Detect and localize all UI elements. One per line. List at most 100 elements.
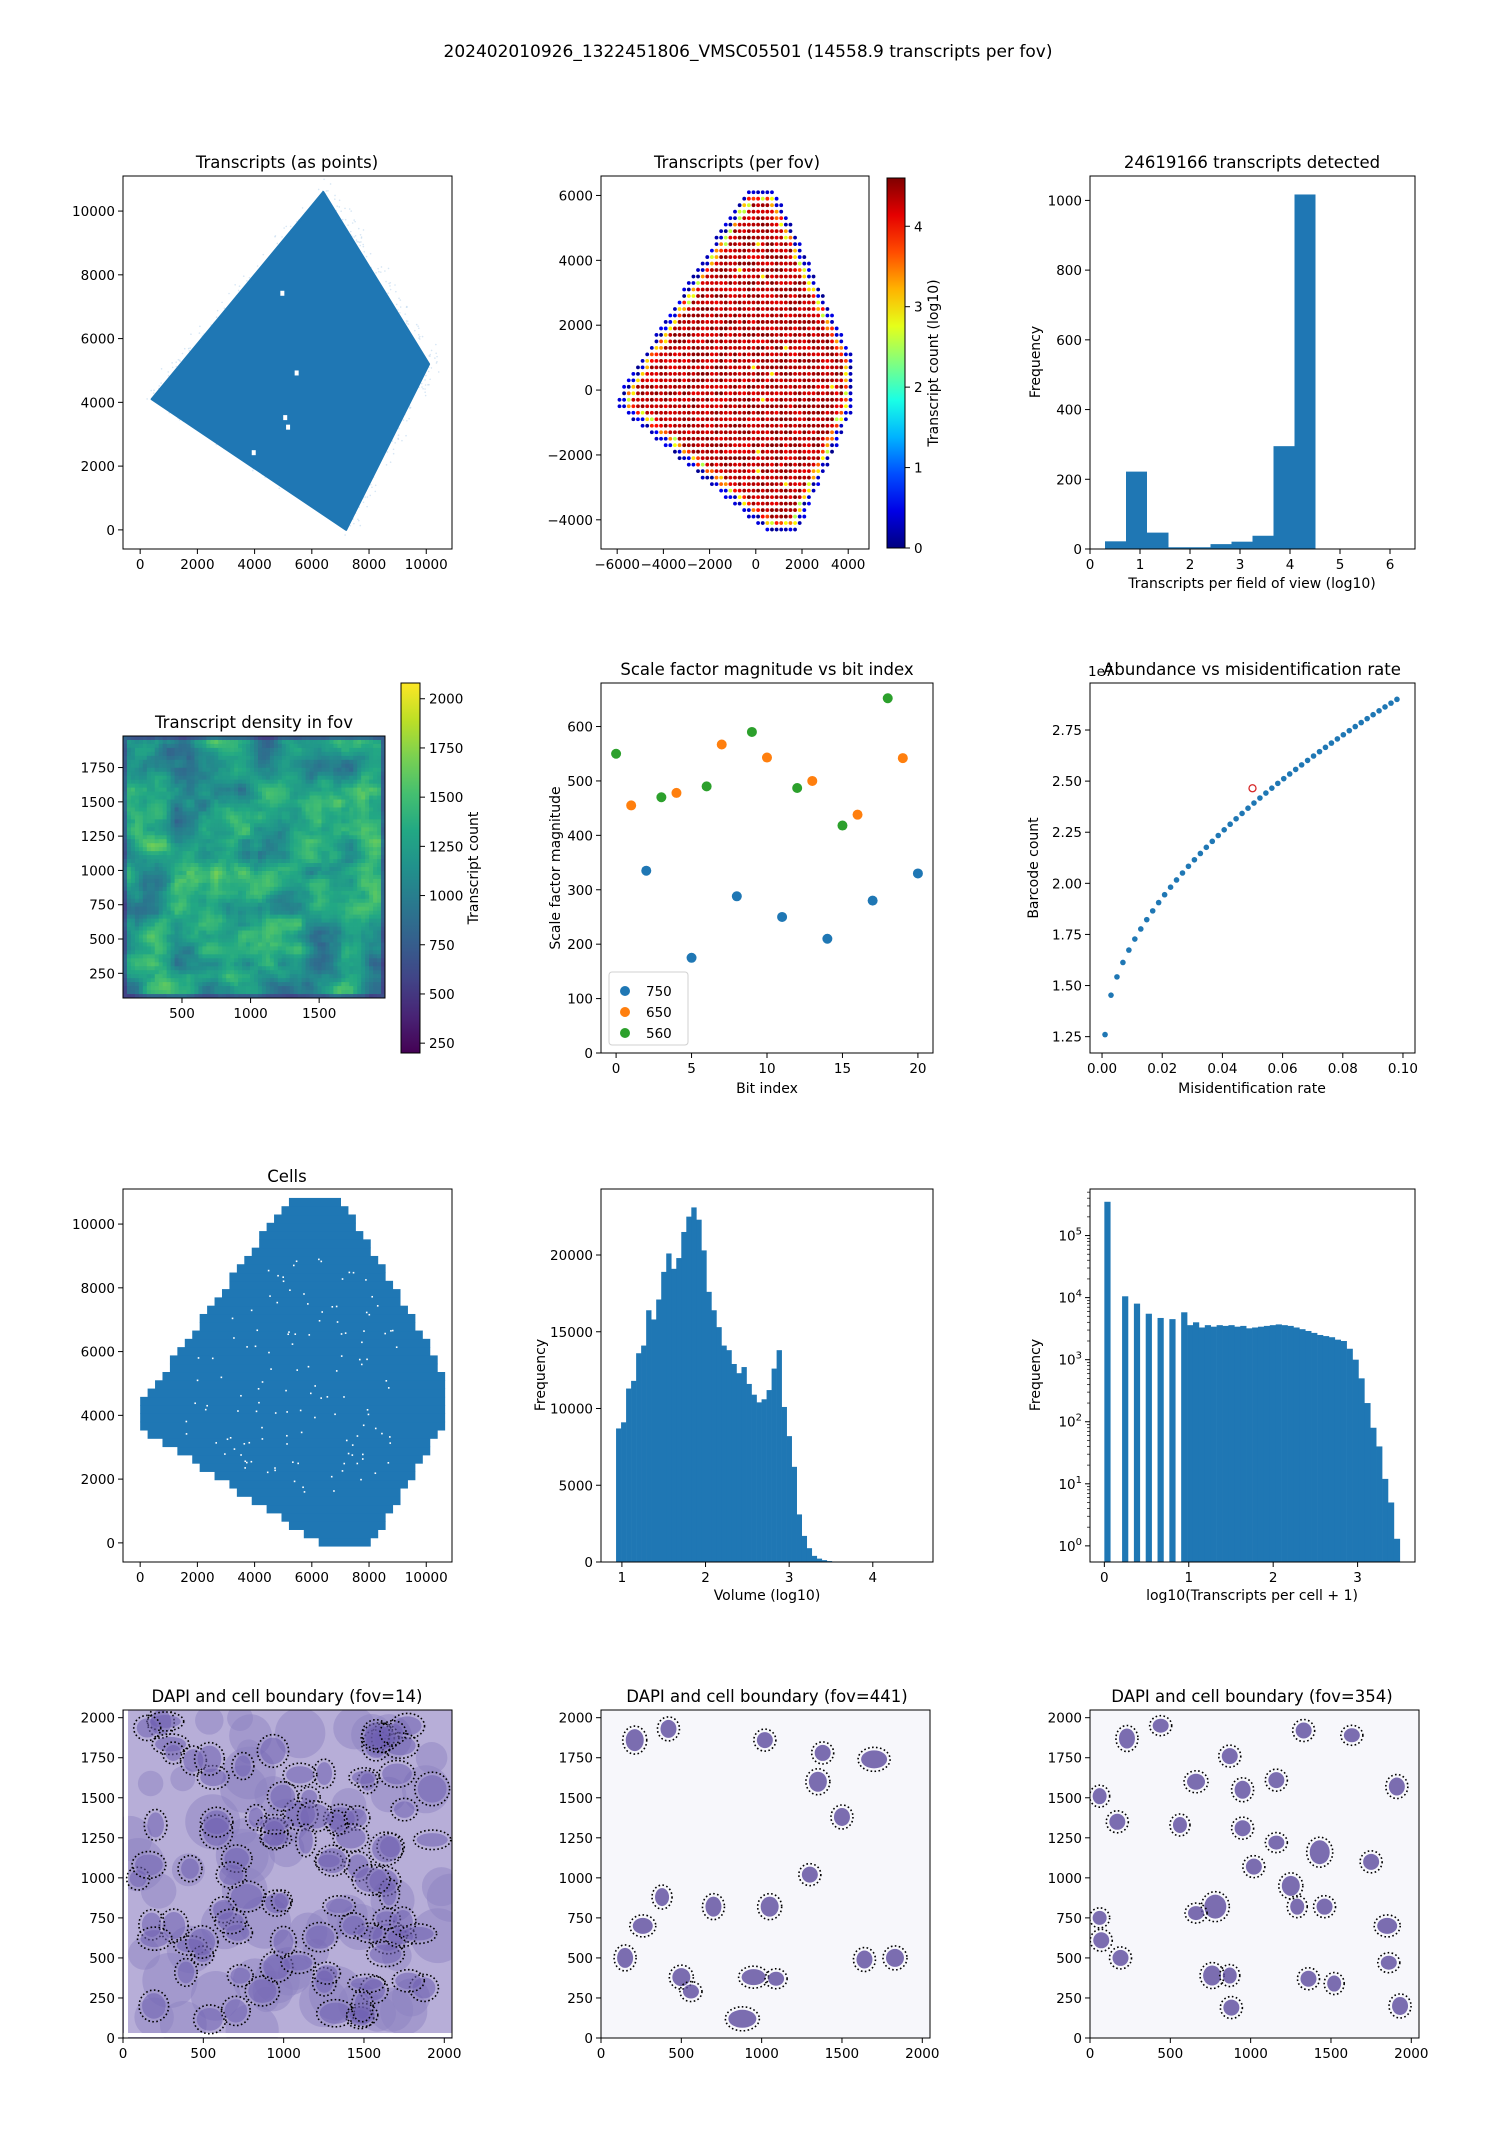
- fov-point: [765, 346, 770, 350]
- heatmap-cell: [150, 835, 156, 840]
- heatmap-cell: [198, 982, 203, 987]
- heatmap-cell: [226, 926, 231, 931]
- halo-point: [150, 389, 152, 392]
- heatmap-cell: [210, 934, 215, 939]
- heatmap-cell: [273, 962, 279, 967]
- heatmap-cell: [182, 878, 187, 884]
- heatmap-cell: [170, 970, 176, 975]
- heatmap-cell: [202, 795, 207, 800]
- heatmap-cell: [242, 990, 247, 995]
- heatmap-cell: [230, 755, 235, 761]
- fov-point: [807, 281, 811, 285]
- heatmap-cell: [194, 990, 199, 995]
- heatmap-cell: [250, 946, 255, 951]
- heatmap-cell: [138, 799, 144, 804]
- heatmap-cell: [285, 827, 291, 832]
- heatmap-cell: [230, 739, 235, 745]
- heatmap-cell: [150, 807, 156, 812]
- halo-point: [427, 370, 430, 373]
- fov-point: [770, 469, 774, 474]
- halo-point: [281, 236, 283, 238]
- fov-point: [756, 346, 761, 350]
- fov-point: [746, 313, 751, 318]
- fov-point: [719, 365, 724, 370]
- fov-point: [751, 326, 756, 331]
- fov-point: [719, 404, 724, 409]
- fov-point: [673, 443, 677, 448]
- heatmap-cell: [178, 783, 183, 789]
- heatmap-cell: [238, 751, 243, 757]
- heatmap-cell: [126, 739, 132, 745]
- fov-point: [723, 307, 728, 311]
- fov-point: [737, 268, 742, 272]
- heatmap-cell: [130, 799, 136, 804]
- fov-point: [696, 333, 700, 337]
- fov-point: [797, 339, 802, 344]
- fov-point: [770, 346, 774, 350]
- fov-point: [746, 410, 751, 415]
- heatmap-cell: [162, 755, 168, 761]
- heatmap-cell: [250, 763, 255, 769]
- heatmap-cell: [134, 870, 140, 876]
- heatmap-cell: [254, 743, 259, 749]
- heatmap-cell: [273, 994, 279, 998]
- heatmap-cell: [269, 763, 275, 769]
- fov-point: [733, 365, 737, 370]
- fov-point: [742, 274, 747, 279]
- fov-point: [770, 294, 774, 298]
- halo-point: [357, 518, 359, 521]
- fov-point: [737, 248, 742, 253]
- heatmap-cell: [214, 974, 219, 979]
- heatmap-cell: [285, 851, 291, 856]
- fov-point: [696, 462, 700, 467]
- heatmap-cell: [261, 986, 267, 991]
- axes-frame: [600, 175, 870, 550]
- heatmap-cell: [254, 767, 259, 773]
- heatmap-cell: [206, 775, 211, 781]
- heatmap-cell: [198, 902, 203, 908]
- fov-point: [709, 443, 714, 448]
- fov-point: [807, 365, 811, 370]
- fov-point: [659, 410, 663, 415]
- halo-point: [397, 437, 399, 440]
- heatmap-cell: [174, 906, 179, 912]
- fov-point: [691, 352, 696, 357]
- fov-point: [696, 443, 700, 448]
- heatmap-cell: [238, 775, 243, 781]
- heatmap-cell: [234, 950, 239, 955]
- heatmap-cell: [202, 839, 207, 844]
- fov-point: [677, 307, 682, 311]
- fov-point: [677, 326, 682, 331]
- fov-point: [737, 397, 742, 402]
- heatmap-cell: [182, 926, 187, 931]
- heatmap-cell: [234, 739, 239, 745]
- fov-point: [802, 358, 807, 363]
- heatmap-cell: [123, 839, 128, 844]
- heatmap-cell: [158, 970, 164, 975]
- fov-point: [631, 384, 636, 389]
- heatmap-cell: [269, 807, 275, 812]
- heatmap-cell: [194, 994, 199, 998]
- fov-point: [770, 287, 774, 292]
- heatmap-cell: [281, 803, 287, 808]
- heatmap-cell: [158, 938, 164, 943]
- heatmap-cell: [138, 930, 144, 935]
- fov-point: [709, 365, 714, 370]
- heatmap-cell: [142, 767, 148, 773]
- heatmap-cell: [166, 807, 172, 812]
- fov-point: [807, 378, 811, 383]
- heatmap-cell: [242, 958, 247, 963]
- heatmap-cell: [214, 767, 219, 773]
- fov-point: [760, 514, 765, 519]
- fov-point: [816, 410, 821, 415]
- heatmap-cell: [269, 831, 275, 836]
- heatmap-cell: [186, 867, 191, 872]
- heatmap-cell: [170, 787, 176, 792]
- heatmap-cell: [130, 867, 136, 872]
- fov-point: [802, 508, 807, 512]
- fov-point: [737, 365, 742, 370]
- heatmap-cell: [265, 736, 271, 741]
- heatmap-cell: [130, 870, 136, 876]
- fov-point: [756, 462, 761, 467]
- heatmap-cell: [261, 791, 267, 796]
